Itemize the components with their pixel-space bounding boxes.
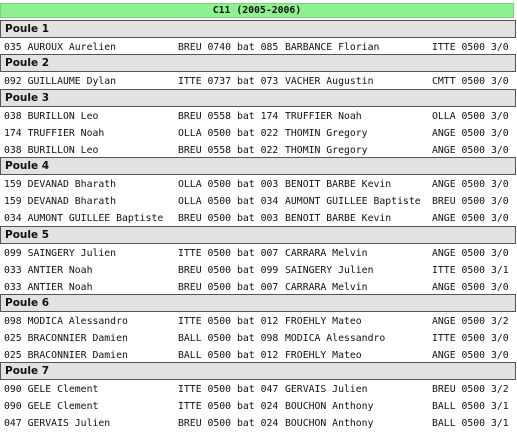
winner-player: 025 BRACONNIER Damien xyxy=(4,350,128,361)
loser-club-result: ANGE 0500 3/2 xyxy=(432,316,509,327)
match-row: 159 DEVANAD Bharath OLLA 0500 bat 003 BENO… xyxy=(0,176,517,193)
loser-club-result: BREU 0500 3/0 xyxy=(432,196,509,207)
loser-player: GERVAIS Julien xyxy=(285,384,368,395)
match-row: 090 GELE Clement ITTE 0500 bat 024 BOUCHON… xyxy=(0,398,517,415)
winner-player: 092 GUILLAUME Dylan xyxy=(4,76,117,87)
loser-club-result: ANGE 0500 3/0 xyxy=(432,213,509,224)
loser-player: THOMIN Gregory xyxy=(285,128,368,139)
winner-club-score: ITTE 0500 bat 007 xyxy=(178,248,279,259)
winner-player: 038 BURILLON Leo xyxy=(4,145,99,156)
match-row: 047 GERVAIS Julien BREU 0500 bat 024 BOUCH… xyxy=(0,415,517,432)
winner-player: 090 GELE Clement xyxy=(4,384,99,395)
winner-player: 025 BRACONNIER Damien xyxy=(4,333,128,344)
loser-club-result: ANGE 0500 3/0 xyxy=(432,128,509,139)
match-row: 033 ANTIER Noah BREU 0500 bat 007 CARRARA … xyxy=(0,279,517,296)
loser-club-result: ANGE 0500 3/0 xyxy=(432,350,509,361)
match-row: 098 MODICA Alessandro ITTE 0500 bat 012 FR… xyxy=(0,313,517,330)
loser-player: BOUCHON Anthony xyxy=(285,418,374,429)
winner-club-score: ITTE 0500 bat 012 xyxy=(178,316,279,327)
loser-club-result: ANGE 0500 3/0 xyxy=(432,282,509,293)
winner-club-score: BREU 0500 bat 003 xyxy=(178,213,279,224)
winner-club-score: BREU 0740 bat 085 xyxy=(178,42,279,53)
loser-player: BENOIT BARBE Kevin xyxy=(285,213,392,224)
match-row: 035 AUROUX Aurelien BREU 0740 bat 085 BARB… xyxy=(0,39,517,56)
winner-club-score: ITTE 0737 bat 073 xyxy=(178,76,279,87)
match-row: 092 GUILLAUME Dylan ITTE 0737 bat 073 VACH… xyxy=(0,73,517,90)
poule-header: Poule 6 xyxy=(0,294,516,312)
loser-club-result: BREU 0500 3/2 xyxy=(432,384,509,395)
loser-club-result: ITTE 0500 3/1 xyxy=(432,265,509,276)
loser-club-result: OLLA 0500 3/0 xyxy=(432,111,509,122)
loser-player: CARRARA Melvin xyxy=(285,248,368,259)
winner-club-score: BREU 0500 bat 007 xyxy=(178,282,279,293)
loser-club-result: BALL 0500 3/1 xyxy=(432,418,509,429)
match-row: 034 AUMONT GUILLEE Baptiste BREU 0500 bat… xyxy=(0,210,517,227)
winner-player: 034 AUMONT GUILLEE Baptiste xyxy=(4,213,164,224)
loser-player: BENOIT BARBE Kevin xyxy=(285,179,392,190)
category-title: C11 (2005-2006) xyxy=(0,3,514,18)
winner-player: 159 DEVANAD Bharath xyxy=(4,179,117,190)
loser-player: FROEHLY Mateo xyxy=(285,316,362,327)
winner-player: 098 MODICA Alessandro xyxy=(4,316,128,327)
loser-player: CARRARA Melvin xyxy=(285,282,368,293)
winner-player: 159 DEVANAD Bharath xyxy=(4,196,117,207)
loser-player: FROEHLY Mateo xyxy=(285,350,362,361)
winner-club-score: ITTE 0500 bat 024 xyxy=(178,401,279,412)
loser-club-result: ITTE 0500 3/0 xyxy=(432,42,509,53)
loser-player: BOUCHON Anthony xyxy=(285,401,374,412)
loser-player: VACHER Augustin xyxy=(285,76,374,87)
match-row: 174 TRUFFIER Noah OLLA 0500 bat 022 THOMIN… xyxy=(0,125,517,142)
poule-header: Poule 3 xyxy=(0,89,516,107)
winner-player: 035 AUROUX Aurelien xyxy=(4,42,117,53)
loser-player: SAINGERY Julien xyxy=(285,265,374,276)
match-row: 025 BRACONNIER Damien BALL 0500 bat 098 MO… xyxy=(0,330,517,347)
winner-club-score: ITTE 0500 bat 047 xyxy=(178,384,279,395)
winner-player: 033 ANTIER Noah xyxy=(4,265,93,276)
winner-club-score: BALL 0500 bat 098 xyxy=(178,333,279,344)
loser-club-result: ANGE 0500 3/0 xyxy=(432,179,509,190)
match-row: 025 BRACONNIER Damien BALL 0500 bat 012 FR… xyxy=(0,347,517,364)
match-row: 038 BURILLON Leo BREU 0558 bat 174 TRUFFIE… xyxy=(0,108,517,125)
poule-header: Poule 4 xyxy=(0,157,516,175)
winner-club-score: OLLA 0500 bat 022 xyxy=(178,128,279,139)
winner-club-score: BALL 0500 bat 012 xyxy=(178,350,279,361)
poule-header: Poule 2 xyxy=(0,54,516,72)
winner-club-score: BREU 0558 bat 174 xyxy=(178,111,279,122)
poule-header: Poule 1 xyxy=(0,20,516,38)
loser-player: THOMIN Gregory xyxy=(285,145,368,156)
winner-club-score: BREU 0558 bat 022 xyxy=(178,145,279,156)
loser-player: AUMONT GUILLEE Baptiste xyxy=(285,196,421,207)
loser-player: MODICA Alessandro xyxy=(285,333,386,344)
poule-header: Poule 7 xyxy=(0,362,516,380)
winner-club-score: OLLA 0500 bat 034 xyxy=(178,196,279,207)
winner-player: 090 GELE Clement xyxy=(4,401,99,412)
match-row: 099 SAINGERY Julien ITTE 0500 bat 007 CARR… xyxy=(0,245,517,262)
winner-player: 047 GERVAIS Julien xyxy=(4,418,111,429)
winner-club-score: BREU 0500 bat 024 xyxy=(178,418,279,429)
loser-club-result: CMTT 0500 3/0 xyxy=(432,76,509,87)
winner-player: 033 ANTIER Noah xyxy=(4,282,93,293)
winner-player: 174 TRUFFIER Noah xyxy=(4,128,105,139)
poule-header: Poule 5 xyxy=(0,226,516,244)
loser-club-result: ITTE 0500 3/0 xyxy=(432,333,509,344)
loser-player: TRUFFIER Noah xyxy=(285,111,362,122)
loser-club-result: BALL 0500 3/1 xyxy=(432,401,509,412)
loser-club-result: ANGE 0500 3/0 xyxy=(432,248,509,259)
winner-player: 099 SAINGERY Julien xyxy=(4,248,117,259)
winner-player: 038 BURILLON Leo xyxy=(4,111,99,122)
match-row: 090 GELE Clement ITTE 0500 bat 047 GERVAIS… xyxy=(0,381,517,398)
match-row: 038 BURILLON Leo BREU 0558 bat 022 THOMIN … xyxy=(0,142,517,159)
match-row: 159 DEVANAD Bharath OLLA 0500 bat 034 AUMO… xyxy=(0,193,517,210)
loser-player: BARBANCE Florian xyxy=(285,42,380,53)
match-row: 033 ANTIER Noah BREU 0500 bat 099 SAINGERY… xyxy=(0,262,517,279)
loser-club-result: ANGE 0500 3/0 xyxy=(432,145,509,156)
winner-club-score: OLLA 0500 bat 003 xyxy=(178,179,279,190)
winner-club-score: BREU 0500 bat 099 xyxy=(178,265,279,276)
